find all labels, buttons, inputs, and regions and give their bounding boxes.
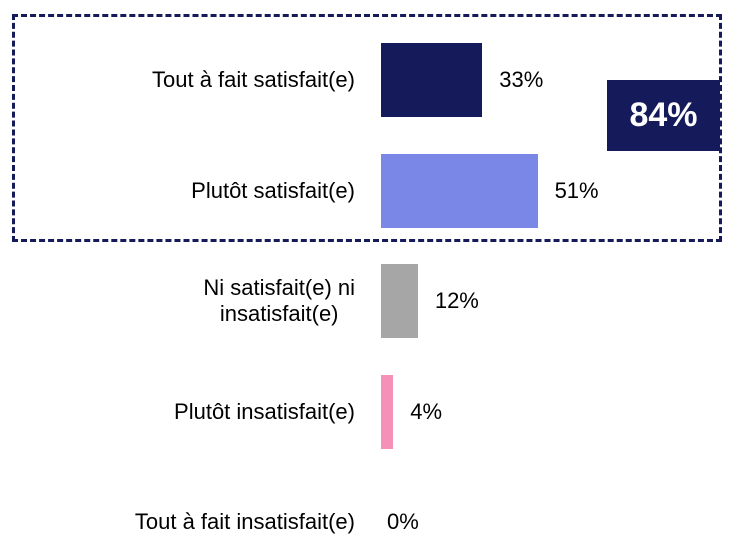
category-label: Plutôt insatisfait(e) [174, 398, 355, 424]
category-label: Ni satisfait(e) ni insatisfait(e) [203, 275, 355, 326]
value-label: 51% [554, 177, 599, 203]
value-label: 33% [499, 67, 544, 92]
bar [381, 153, 538, 228]
category-label: Tout à fait insatisfait(e) [134, 509, 355, 534]
category-label: Tout à fait satisfait(e) [152, 67, 355, 92]
value-label: 12% [434, 288, 479, 313]
bar [381, 264, 418, 338]
bar [381, 43, 483, 117]
annotation: 84% [607, 80, 720, 151]
value-label: 4% [410, 398, 443, 424]
value-label: 0% [387, 509, 419, 534]
group-frame [12, 14, 722, 242]
bar [381, 374, 394, 449]
category-label: Plutôt satisfait(e) [191, 177, 355, 203]
